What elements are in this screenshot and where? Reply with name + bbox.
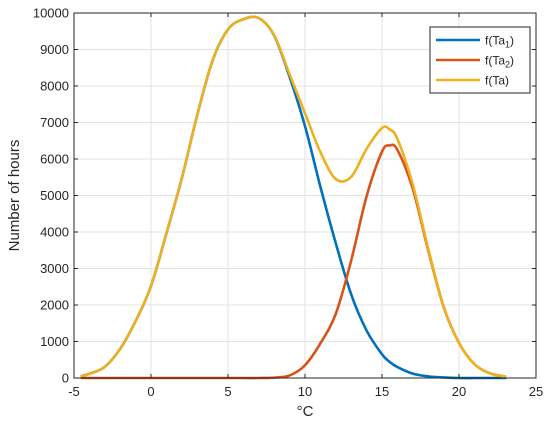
y-tick-label: 4000 [40, 225, 69, 240]
x-tick-label: 0 [147, 384, 154, 399]
y-tick-label: 0 [62, 371, 69, 386]
x-tick-label: 20 [452, 384, 466, 399]
y-axis-label: Number of hours [6, 140, 23, 252]
y-tick-label: 2000 [40, 298, 69, 313]
y-tick-label: 1000 [40, 334, 69, 349]
legend-label: f(Ta) [485, 74, 509, 88]
x-tick-label: 5 [224, 384, 231, 399]
y-tick-label: 10000 [33, 6, 69, 21]
y-tick-label: 6000 [40, 152, 69, 167]
y-tick-label: 7000 [40, 115, 69, 130]
series-line-3 [80, 15, 507, 378]
legend-label: f(Ta1) [485, 34, 514, 50]
tick-labels: -5 0 5 10 15 20 250100020003000400050006000700… [33, 6, 543, 400]
x-tick-label: -5 [68, 384, 80, 399]
y-tick-label: 8000 [40, 79, 69, 94]
y-tick-label: 5000 [40, 188, 69, 203]
legend: f(Ta1) f(Ta2) f(Ta) [429, 26, 531, 94]
x-tick-label: 15 [375, 384, 389, 399]
y-tick-label: 9000 [40, 42, 69, 57]
x-tick-label: 25 [529, 384, 543, 399]
axes-frame [73, 12, 537, 379]
legend-label: f(Ta2) [485, 54, 514, 70]
x-tick-label: 10 [298, 384, 312, 399]
y-tick-label: 3000 [40, 261, 69, 276]
x-axis-label: °C [297, 403, 314, 420]
